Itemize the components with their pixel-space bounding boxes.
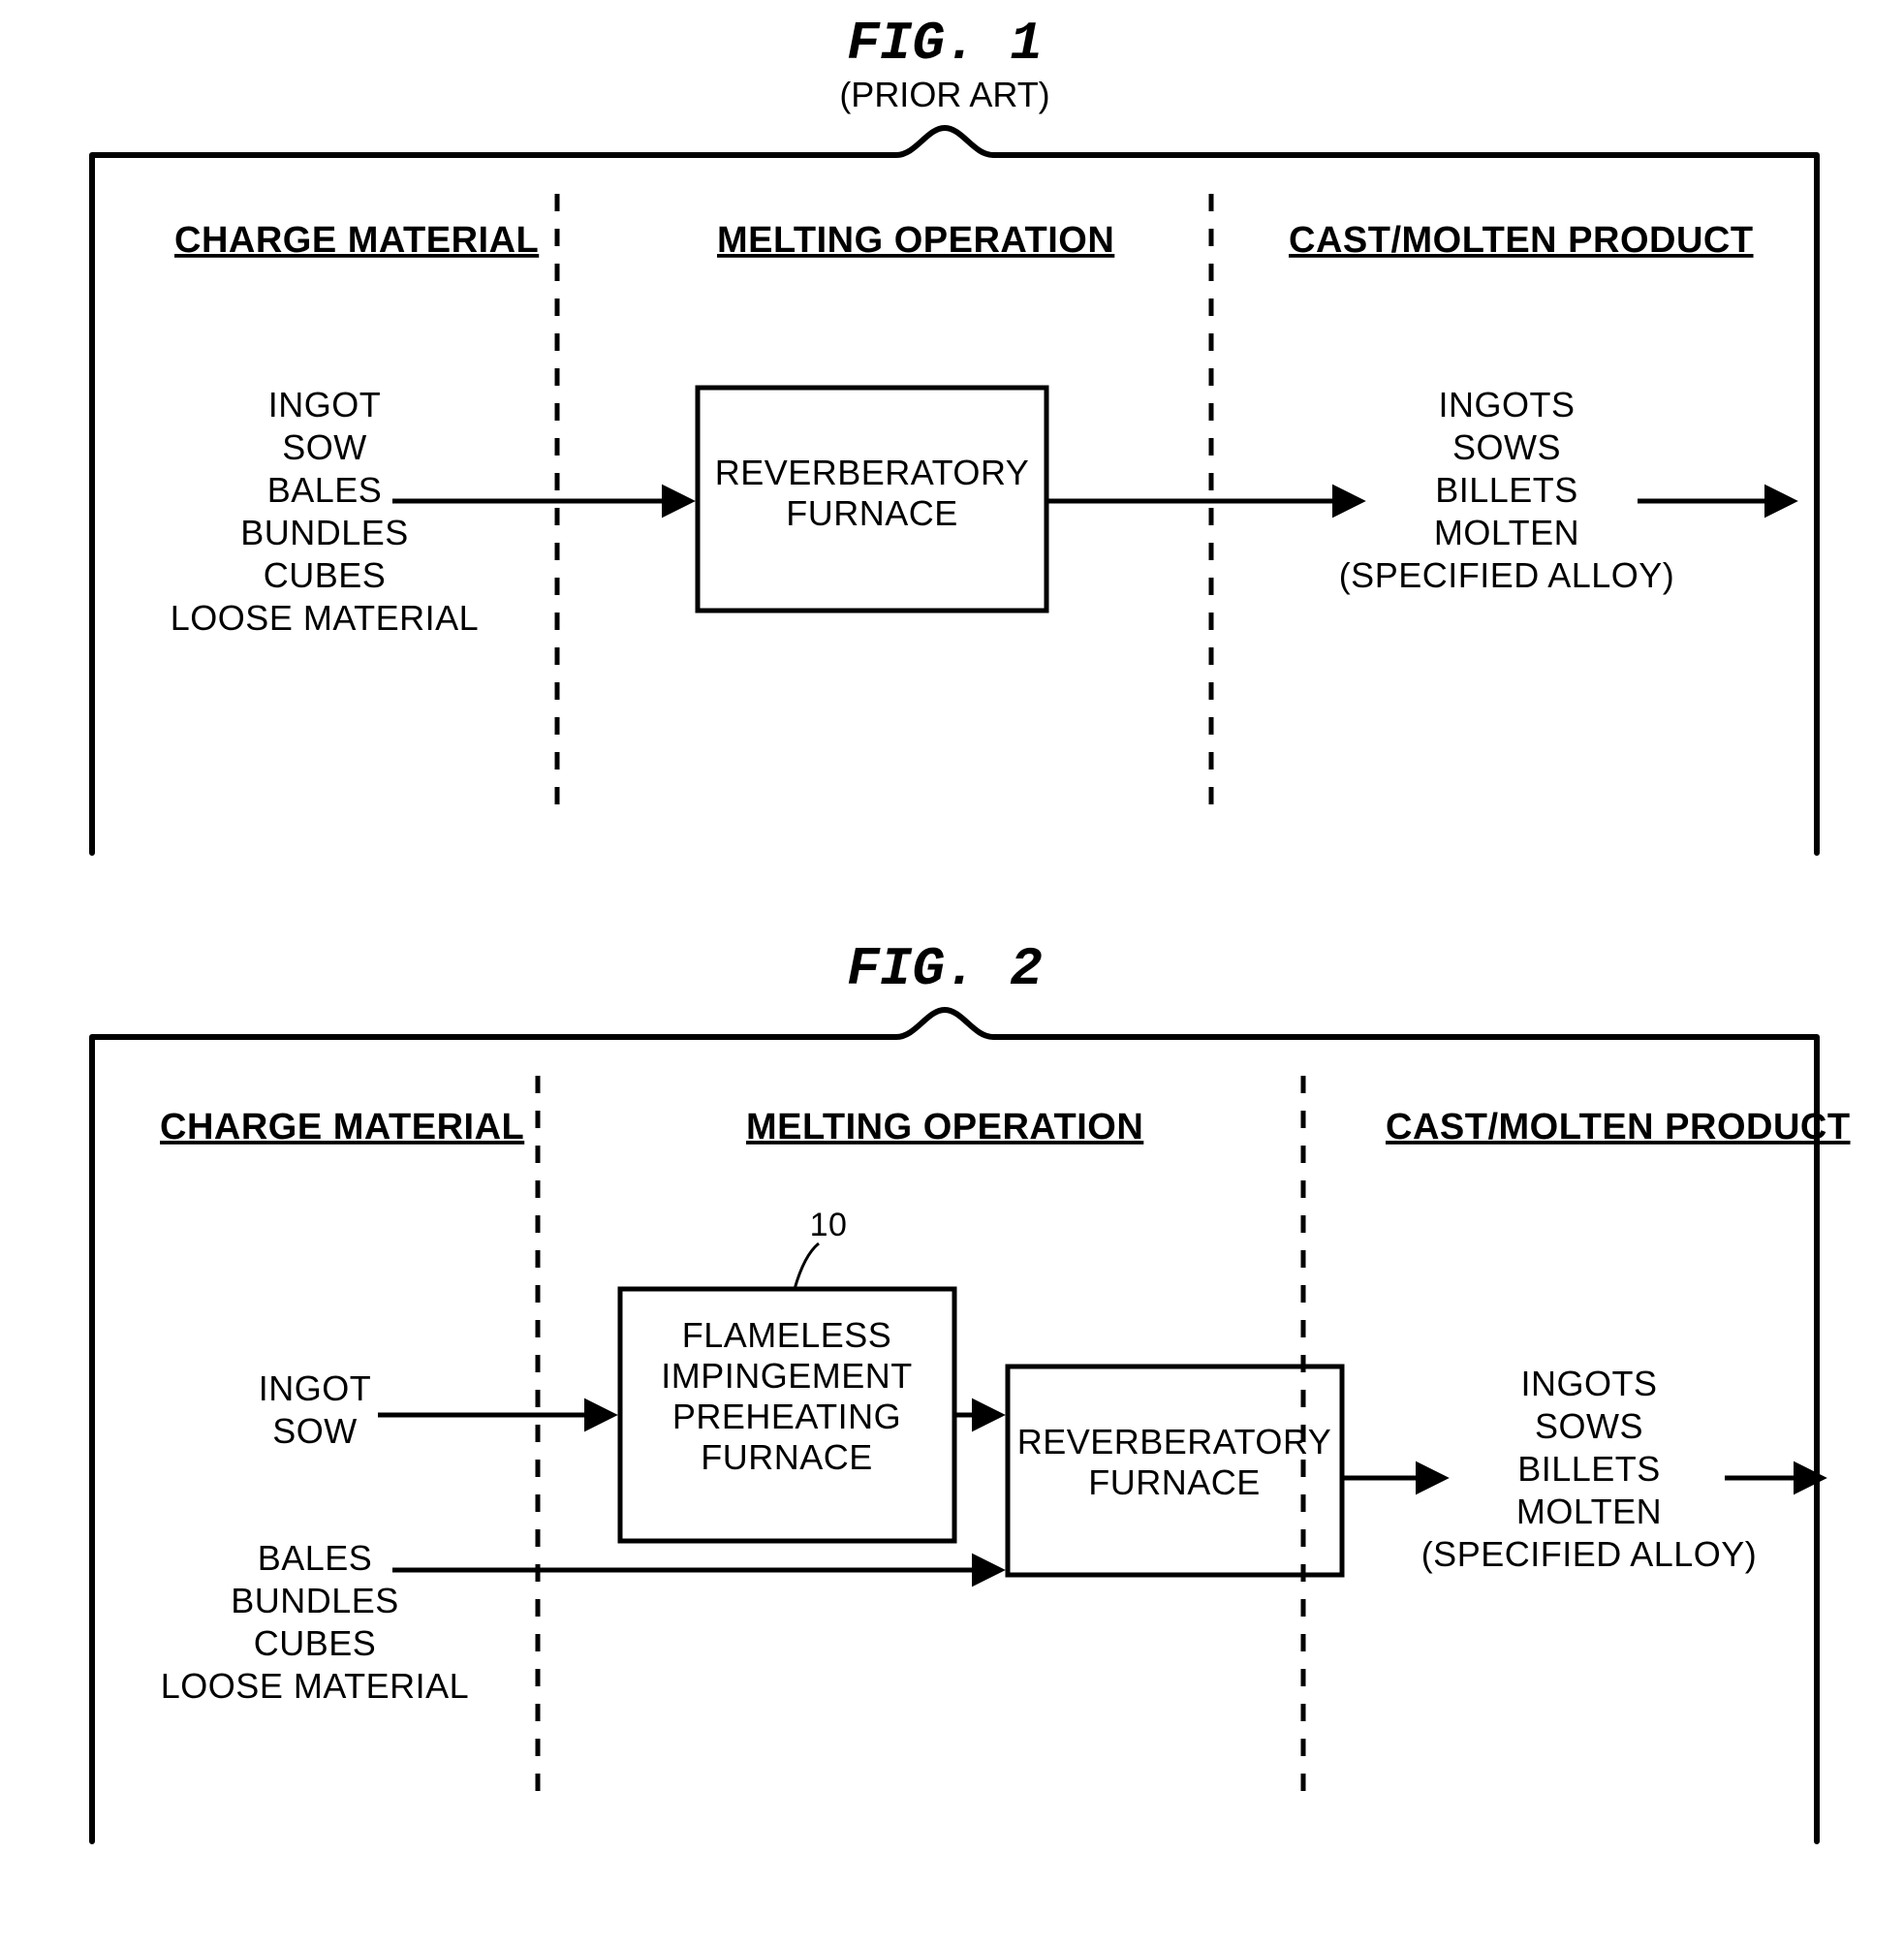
fig1-product-item: (SPECIFIED ALLOY) [1339,555,1675,595]
fig1-charge-item: LOOSE MATERIAL [171,598,479,638]
fig1-charge-item: SOW [282,427,367,467]
fig2-preheat-label: PREHEATING [672,1397,901,1436]
fig1-title: FIG. 1 [847,13,1043,75]
fig2-charge-b: CUBES [254,1623,377,1663]
fig1-furnace-label: REVERBERATORY [715,453,1030,492]
fig1-product-item: INGOTS [1438,385,1575,424]
fig2-refnum: 10 [810,1207,848,1243]
fig2-title: FIG. 2 [847,938,1043,1000]
fig1-charge-item: BUNDLES [240,513,409,552]
fig1-subtitle: (PRIOR ART) [839,75,1049,114]
fig2-preheat-label: IMPINGEMENT [661,1356,913,1396]
fig2-preheat-label: FLAMELESS [682,1315,892,1355]
fig1-product-item: BILLETS [1435,470,1578,510]
fig1-product-item: SOWS [1452,427,1561,467]
fig2-heading-0: CHARGE MATERIAL [160,1107,524,1147]
fig2-product-item: BILLETS [1517,1449,1661,1489]
fig2-furnace-label: FURNACE [1088,1462,1261,1502]
fig2-charge-a: SOW [272,1411,358,1451]
fig2-preheat-label: FURNACE [701,1437,873,1477]
fig2-product-item: (SPECIFIED ALLOY) [1421,1534,1758,1574]
fig2-product-item: SOWS [1535,1406,1643,1446]
fig2-heading-2: CAST/MOLTEN PRODUCT [1386,1107,1851,1147]
fig2-charge-b: LOOSE MATERIAL [161,1666,469,1706]
fig2-furnace-label: REVERBERATORY [1017,1422,1332,1461]
fig1-charge-item: INGOT [268,385,382,424]
fig1-charge-item: CUBES [264,555,387,595]
fig1-heading-1: MELTING OPERATION [717,220,1114,261]
fig2-charge-b: BUNDLES [231,1581,399,1620]
diagram-canvas: FIG. 1(PRIOR ART) CHARGE MATERIAL MELTING … [0,0,1904,1948]
fig1-product-item: MOLTEN [1434,513,1579,552]
fig1-furnace-label: FURNACE [786,493,958,533]
fig2-product-item: INGOTS [1520,1364,1657,1403]
fig1-heading-2: CAST/MOLTEN PRODUCT [1289,220,1754,261]
fig2-charge-b: BALES [258,1538,373,1578]
fig2-product-item: MOLTEN [1516,1492,1662,1531]
fig2-ref-leader [795,1243,819,1289]
fig2-heading-1: MELTING OPERATION [746,1107,1143,1147]
fig1-charge-item: BALES [267,470,383,510]
fig2-charge-a: INGOT [259,1368,372,1408]
fig1-heading-0: CHARGE MATERIAL [174,220,539,261]
